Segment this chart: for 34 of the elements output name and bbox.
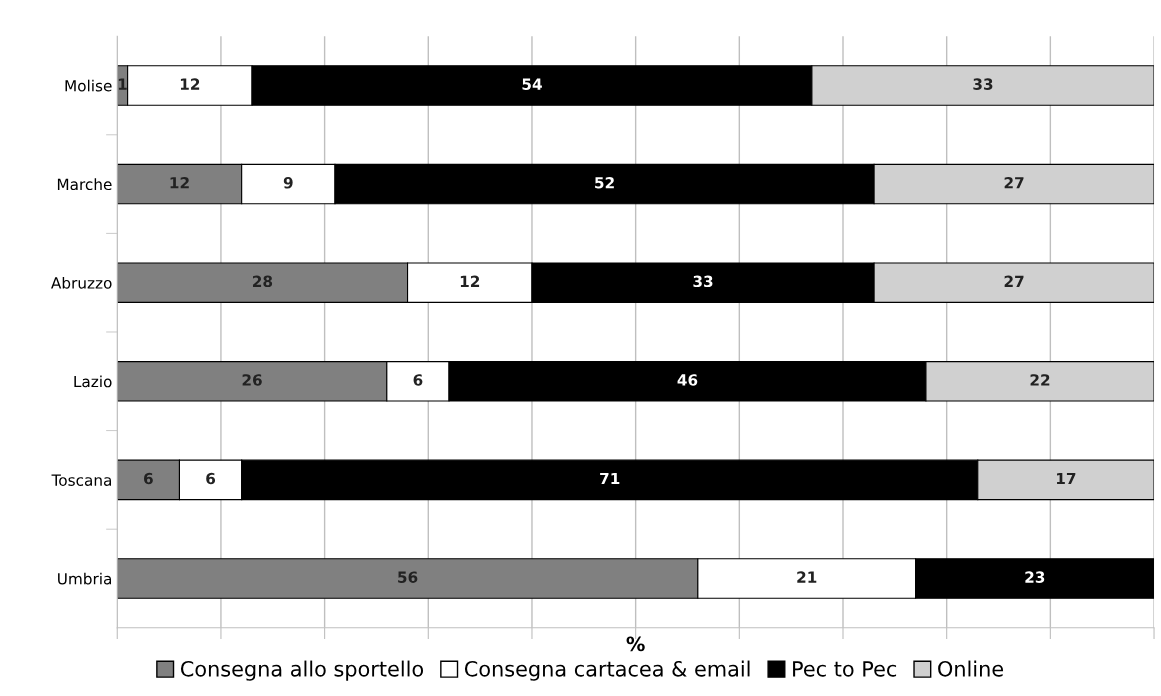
data-label: 33: [973, 78, 993, 90]
legend-label: Online: [938, 660, 1004, 677]
data-label: 12: [170, 176, 189, 189]
data-label: 28: [252, 275, 273, 288]
data-label: 1: [118, 78, 127, 90]
data-label: 26: [242, 374, 262, 386]
data-label: 27: [1004, 275, 1024, 287]
y-tick-label: Abruzzo: [51, 276, 112, 289]
y-tick-label: Lazio: [74, 375, 112, 388]
legend-label: Consegna allo sportello: [180, 660, 424, 681]
y-tick-label: Molise: [65, 79, 112, 92]
data-label: 54: [522, 78, 542, 90]
data-label: 46: [677, 374, 698, 386]
data-label: 12: [180, 78, 200, 90]
legend-label: Pec to Pec: [793, 661, 897, 677]
data-label: 56: [398, 571, 418, 583]
data-label: 33: [693, 275, 713, 288]
y-tick-label: Toscana: [51, 474, 112, 486]
data-label: 52: [595, 176, 614, 189]
data-label: 12: [460, 275, 480, 287]
data-label: 6: [144, 472, 153, 485]
data-label: 71: [600, 472, 620, 485]
data-label: 23: [1025, 571, 1045, 583]
data-label: 9: [283, 176, 293, 189]
data-label: 6: [413, 374, 423, 386]
legend-label: Consegna cartacea & email: [464, 660, 750, 681]
x-axis-title: %: [626, 636, 645, 652]
y-tick-label: Marche: [57, 178, 112, 191]
data-label: 17: [1057, 472, 1076, 485]
data-label: 6: [206, 472, 216, 485]
y-tick-label: Umbria: [58, 572, 112, 585]
data-label: 22: [1030, 374, 1050, 386]
data-label: 27: [1004, 176, 1024, 189]
data-label: 21: [797, 571, 817, 583]
